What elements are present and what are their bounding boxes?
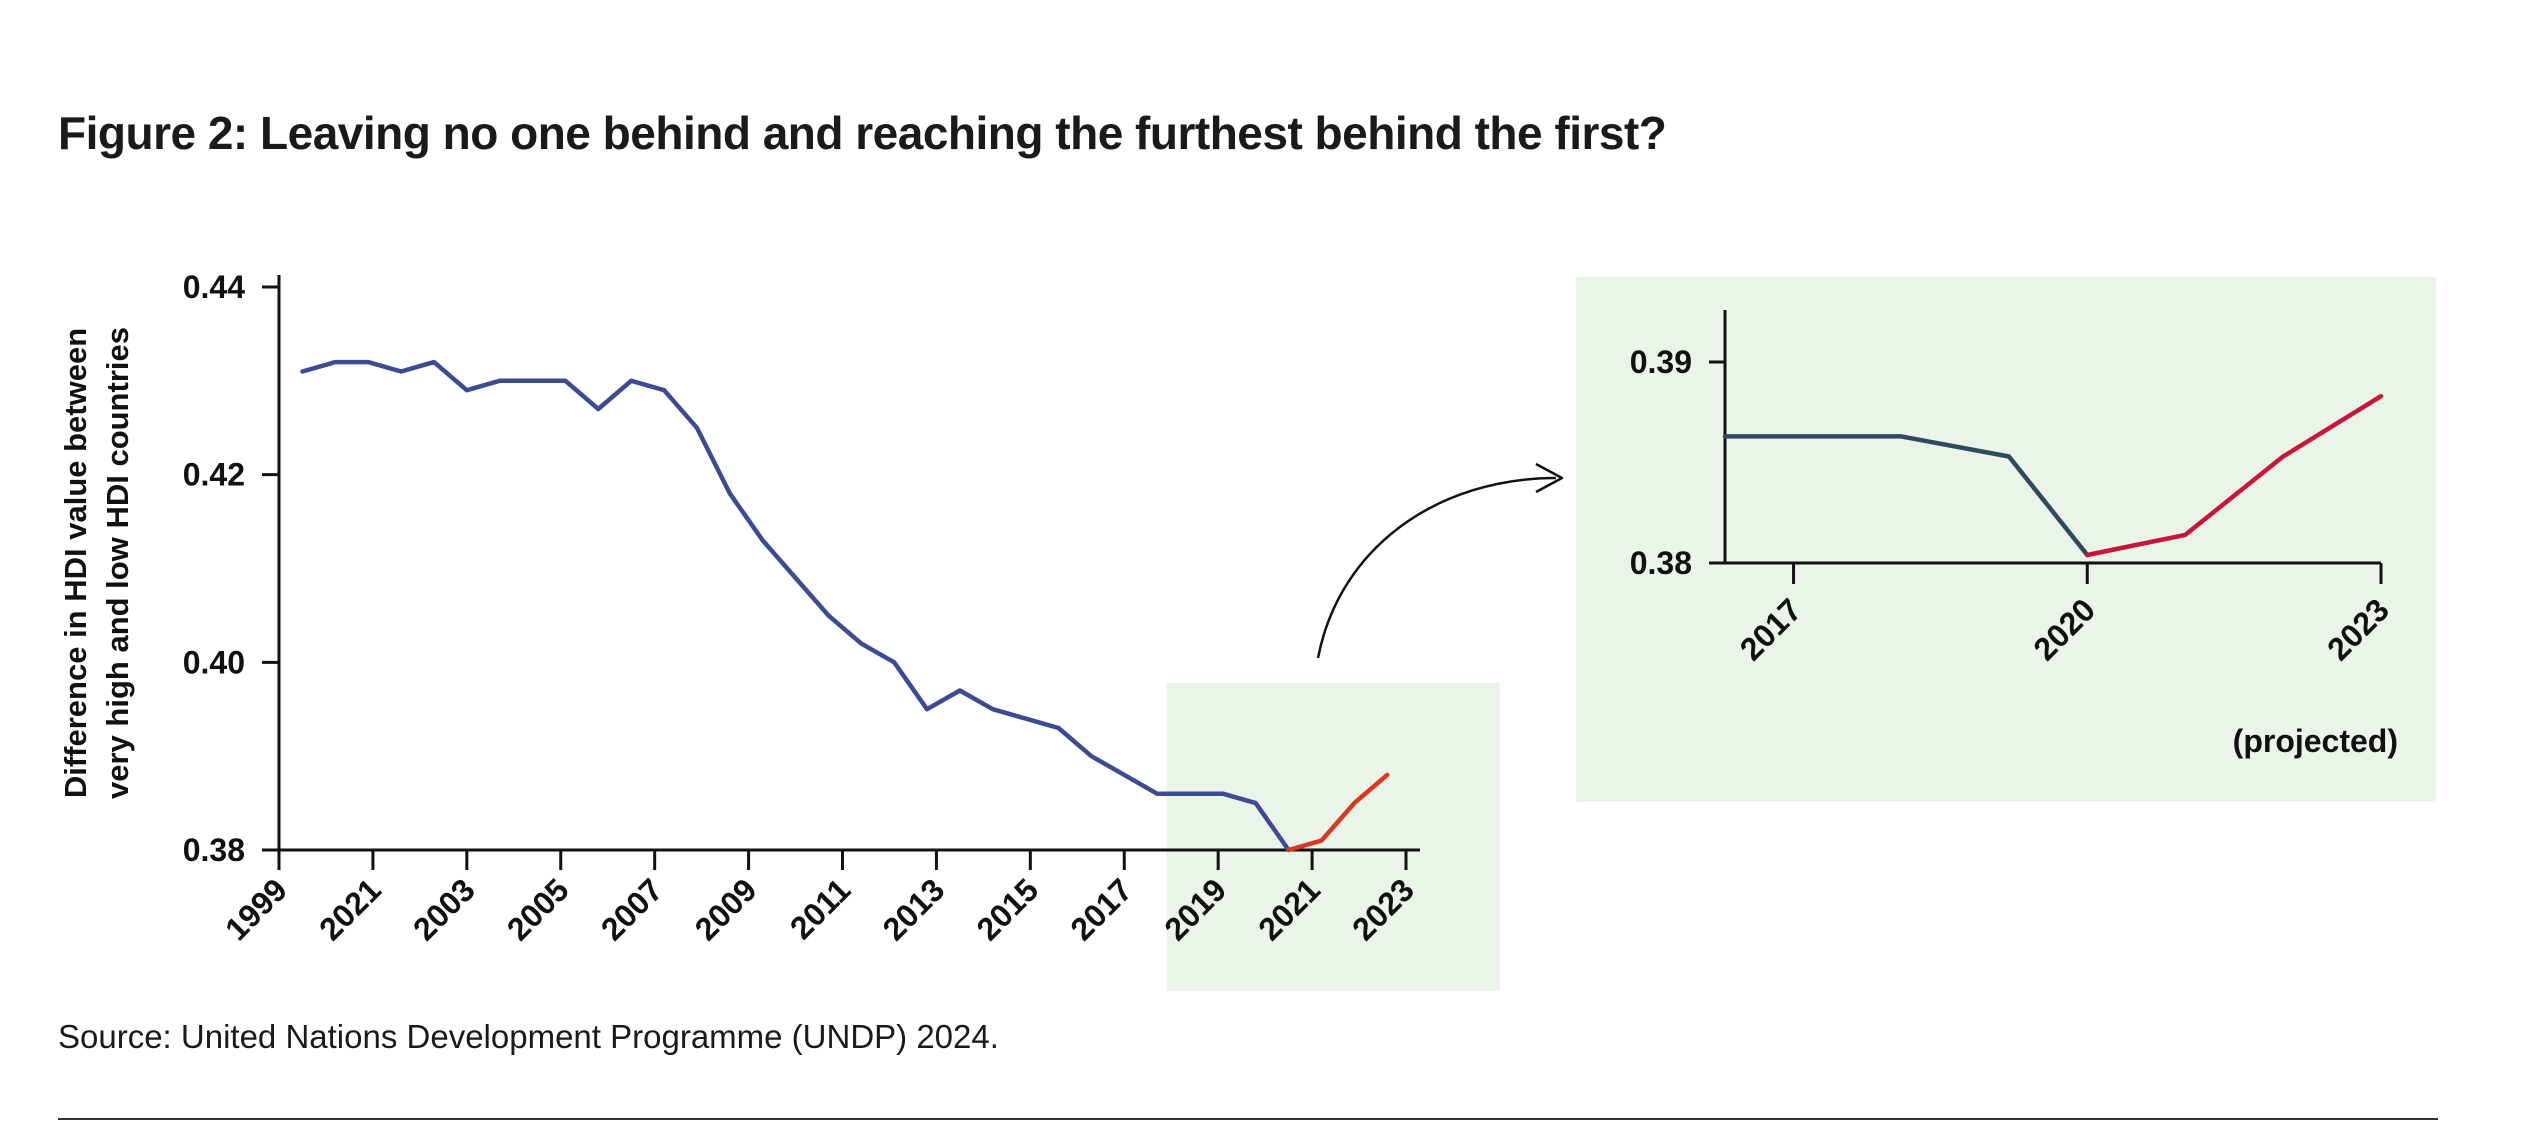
inset-y-tick-label: 0.39	[1630, 344, 1692, 380]
main-y-tick-label: 0.40	[183, 644, 245, 680]
figure-title: Figure 2: Leaving no one behind and reac…	[58, 107, 1667, 159]
main-series-line	[300, 359, 1291, 853]
zoom-arrow	[1316, 476, 1557, 659]
main-x-tick-label: 1999	[218, 871, 294, 947]
main-y-tick-label: 0.42	[183, 457, 245, 493]
main-y-axis-title: Difference in HDI value between	[58, 328, 93, 798]
inset-y-tick-label: 0.38	[1630, 545, 1692, 581]
main-x-tick-label: 2003	[406, 871, 482, 947]
bottom-divider	[58, 1118, 2438, 1120]
main-x-tick-label: 2021	[312, 871, 388, 947]
projected-series-line	[1286, 772, 1390, 853]
main-y-tick-label: 0.44	[183, 269, 245, 305]
main-x-tick-label: 2011	[783, 871, 858, 946]
main-x-tick-label: 2013	[876, 871, 952, 947]
main-x-tick-label: 2007	[594, 871, 670, 947]
main-x-tick-label: 2015	[969, 871, 1045, 947]
zoom-arrow-head	[1535, 462, 1564, 494]
inset-projected-annotation: (projected)	[2233, 723, 2398, 759]
main-x-tick-label: 2005	[500, 871, 576, 947]
main-x-tick-label: 2017	[1063, 871, 1139, 947]
main-y-tick-label: 0.38	[183, 832, 245, 868]
inset-series-line	[1722, 434, 2090, 558]
main-x-tick-label: 2009	[688, 871, 764, 947]
inset-projected-line	[2085, 393, 2384, 558]
main-y-axis-title: very high and low HDI countries	[100, 327, 135, 799]
source-note: Source: United Nations Development Progr…	[58, 1018, 999, 1055]
inset-panel	[1576, 277, 2436, 802]
highlight-region	[1166, 683, 1500, 991]
